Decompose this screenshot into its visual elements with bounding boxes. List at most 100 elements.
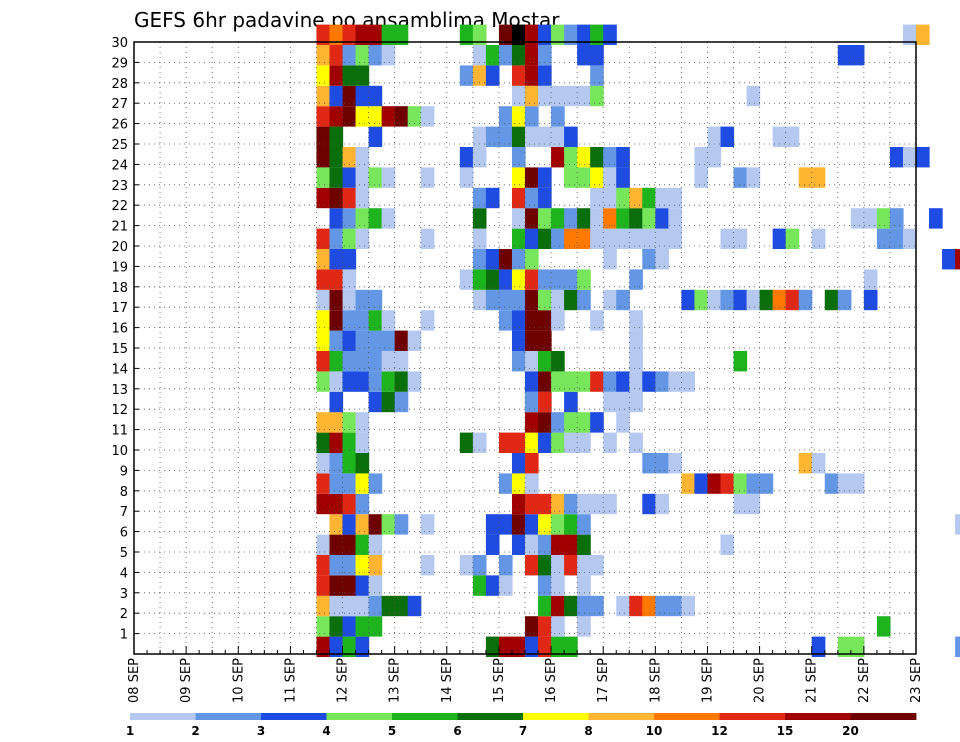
heatmap-cell [407,330,422,351]
heatmap-cell [498,106,513,127]
heatmap-cell [850,473,865,494]
heatmap-cell [577,432,591,453]
heatmap-cell [746,289,761,311]
heatmap-cell [316,412,331,433]
y-tick-label: 28 [111,77,128,92]
heatmap-cell [472,555,487,576]
heatmap-cell [538,514,552,535]
heatmap-cell [577,616,591,637]
heatmap-cell [329,555,344,576]
heatmap-cell [316,289,331,311]
heatmap-cell [942,249,956,270]
heatmap-cell [525,330,539,351]
heatmap-cell [577,555,591,576]
heatmap-cell [316,432,331,453]
heatmap-cell [733,351,748,372]
heatmap-cell [629,310,643,331]
heatmap-cell [394,351,409,372]
heatmap-cell [342,351,357,372]
heatmap-cell [590,24,604,45]
heatmap-cell [459,24,474,45]
heatmap-cell [603,391,617,413]
x-tick-label: 12 SEP [336,658,351,703]
x-tick-label: 21 SEP [805,658,820,703]
heatmap-cell [577,45,591,66]
heatmap-cell [551,85,565,107]
heatmap-cell [655,371,669,392]
heatmap-cell [329,126,344,147]
heatmap-cell [798,167,813,188]
heatmap-cell [485,269,500,290]
heatmap-cell [525,106,539,127]
heatmap-cell [538,208,552,229]
heatmap-cell [394,24,409,45]
heatmap-cell [316,555,331,576]
heatmap-cell [355,371,370,392]
heatmap-cell [472,126,487,147]
heatmap-cell [577,289,591,311]
x-tick-label: 19 SEP [700,658,715,703]
heatmap-cell [355,147,370,168]
heatmap-cell [616,371,630,392]
heatmap-cell [551,616,565,637]
heatmap-cell [525,473,539,494]
heatmap-cell [564,412,578,433]
heatmap-cell [629,432,643,453]
heatmap-cell [342,412,357,433]
heatmap-cell [342,65,357,86]
heatmap-cell [329,351,344,372]
heatmap-cell [329,269,344,290]
heatmap-cell [368,616,383,637]
heatmap-cell [342,249,357,270]
heatmap-cell [538,432,552,453]
grid-lines [134,42,916,654]
heatmap-cell [551,514,565,535]
legend-swatch [195,713,262,720]
heatmap-cell [381,391,396,413]
y-tick-label: 12 [111,403,128,418]
heatmap-cell [525,208,539,229]
y-tick-label: 16 [111,322,128,337]
legend-label: 2 [191,724,199,738]
heatmap-cell [525,167,539,188]
x-tick-label: 15 SEP [492,658,507,703]
heatmap-cell [694,289,709,311]
heatmap-cell [720,126,735,147]
heatmap-cell [485,126,500,147]
heatmap-cell [316,147,331,168]
heatmap-cell [498,636,513,657]
heatmap-cell [668,595,682,617]
heatmap-cell [316,24,331,45]
y-tick-label: 4 [120,566,128,581]
heatmap-cell [916,24,930,45]
heatmap-cell [538,45,552,66]
heatmap-cell [577,575,591,596]
y-tick-label: 7 [120,505,128,520]
heatmap-cell [381,595,396,617]
heatmap-cell [590,371,604,392]
heatmap-cell [642,493,656,515]
heatmap-cell [420,555,435,576]
heatmap-cell [616,595,630,617]
heatmap-cell [329,616,344,637]
heatmap-cell [577,514,591,535]
heatmap-cell [538,575,552,596]
heatmap-cell [316,228,331,249]
heatmap-cell [368,514,383,535]
heatmap-cell [564,147,578,168]
heatmap-cell [459,65,474,86]
heatmap-cell [525,432,539,453]
heatmap-cell [472,432,487,453]
heatmap-cell [368,106,383,127]
heatmap-cell [316,65,331,86]
heatmap-cell [603,228,617,249]
y-tick-label: 5 [120,546,128,561]
heatmap-cell [629,595,643,617]
heatmap-cell [342,453,357,474]
heatmap-cell [564,167,578,188]
heatmap-cell [538,391,552,413]
heatmap-cell [355,351,370,372]
y-tick-label: 15 [111,342,128,357]
heatmap-cell [394,514,409,535]
heatmap-cell [616,391,630,413]
